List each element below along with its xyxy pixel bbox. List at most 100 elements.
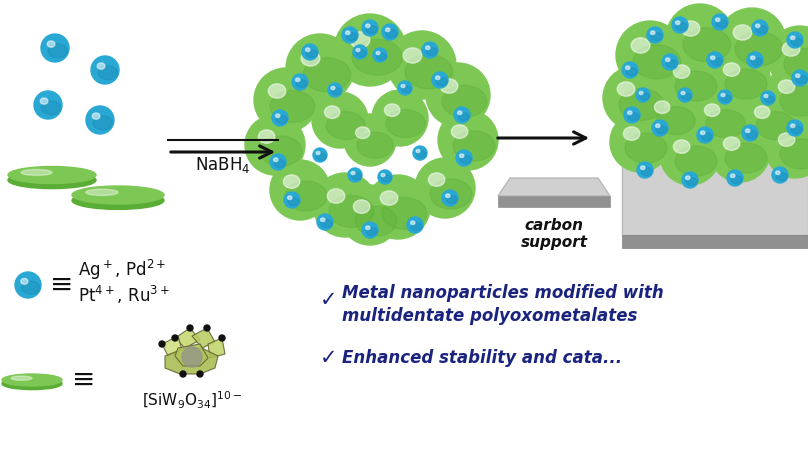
Ellipse shape xyxy=(656,126,667,134)
Text: ≡: ≡ xyxy=(72,366,95,394)
Ellipse shape xyxy=(430,179,472,209)
Ellipse shape xyxy=(452,125,468,138)
Circle shape xyxy=(438,110,498,170)
Circle shape xyxy=(292,74,308,90)
Ellipse shape xyxy=(790,36,795,40)
Ellipse shape xyxy=(356,50,366,57)
Ellipse shape xyxy=(625,66,630,70)
Text: [SiW$_9$O$_{34}$]$^{10-}$: [SiW$_9$O$_{34}$]$^{10-}$ xyxy=(142,389,242,410)
Text: ✓: ✓ xyxy=(320,290,338,310)
Circle shape xyxy=(636,88,650,102)
Ellipse shape xyxy=(366,25,377,34)
Ellipse shape xyxy=(654,101,670,113)
Circle shape xyxy=(682,172,698,188)
Ellipse shape xyxy=(356,127,370,139)
Ellipse shape xyxy=(268,84,286,98)
Circle shape xyxy=(622,62,638,78)
Circle shape xyxy=(727,170,743,186)
Polygon shape xyxy=(165,348,218,374)
Ellipse shape xyxy=(681,21,700,36)
Ellipse shape xyxy=(428,173,445,187)
Ellipse shape xyxy=(716,20,727,28)
Ellipse shape xyxy=(442,86,486,117)
Ellipse shape xyxy=(784,48,808,81)
Polygon shape xyxy=(622,235,808,248)
Ellipse shape xyxy=(276,116,287,124)
Ellipse shape xyxy=(655,124,660,127)
Circle shape xyxy=(422,42,438,58)
Circle shape xyxy=(707,52,723,68)
Ellipse shape xyxy=(460,154,464,157)
Ellipse shape xyxy=(327,189,345,203)
Ellipse shape xyxy=(346,33,357,40)
Ellipse shape xyxy=(8,172,96,189)
Ellipse shape xyxy=(386,30,398,38)
Circle shape xyxy=(86,106,114,134)
Circle shape xyxy=(718,90,732,104)
Ellipse shape xyxy=(285,181,327,211)
Ellipse shape xyxy=(656,106,695,135)
Circle shape xyxy=(603,66,667,130)
Circle shape xyxy=(456,150,472,166)
Ellipse shape xyxy=(288,197,299,206)
Ellipse shape xyxy=(681,93,692,100)
Ellipse shape xyxy=(460,156,471,164)
Ellipse shape xyxy=(436,76,440,80)
Ellipse shape xyxy=(86,189,118,196)
Ellipse shape xyxy=(8,167,96,183)
Ellipse shape xyxy=(725,143,767,173)
Text: Pt$^{4+}$, Ru$^{3+}$: Pt$^{4+}$, Ru$^{3+}$ xyxy=(78,284,170,306)
Circle shape xyxy=(362,20,378,36)
Ellipse shape xyxy=(716,18,720,21)
Ellipse shape xyxy=(353,200,370,213)
Ellipse shape xyxy=(791,38,802,46)
Ellipse shape xyxy=(402,86,411,93)
Circle shape xyxy=(647,27,663,43)
Circle shape xyxy=(342,27,358,43)
Ellipse shape xyxy=(321,218,325,222)
Ellipse shape xyxy=(381,191,398,205)
Circle shape xyxy=(666,4,734,72)
Polygon shape xyxy=(498,178,610,196)
Ellipse shape xyxy=(780,86,808,116)
Ellipse shape xyxy=(276,114,280,117)
Text: multidentate polyoxometalates: multidentate polyoxometalates xyxy=(342,307,638,325)
Ellipse shape xyxy=(701,131,705,135)
Circle shape xyxy=(624,107,640,123)
Circle shape xyxy=(317,214,333,230)
Ellipse shape xyxy=(790,124,795,127)
Ellipse shape xyxy=(681,91,685,95)
Circle shape xyxy=(426,63,490,127)
Circle shape xyxy=(660,125,720,185)
Ellipse shape xyxy=(326,111,365,140)
Ellipse shape xyxy=(316,152,320,155)
Ellipse shape xyxy=(746,129,750,132)
Ellipse shape xyxy=(376,51,380,55)
Text: ✓: ✓ xyxy=(320,348,338,368)
Circle shape xyxy=(761,91,775,105)
Ellipse shape xyxy=(381,175,391,182)
Ellipse shape xyxy=(776,171,780,175)
Ellipse shape xyxy=(355,206,397,236)
Ellipse shape xyxy=(72,186,164,204)
Circle shape xyxy=(660,50,720,110)
Ellipse shape xyxy=(21,278,28,284)
Ellipse shape xyxy=(426,46,430,50)
Ellipse shape xyxy=(305,48,310,51)
Ellipse shape xyxy=(2,378,62,389)
Ellipse shape xyxy=(356,49,360,51)
Ellipse shape xyxy=(284,175,300,188)
Circle shape xyxy=(159,341,165,347)
Ellipse shape xyxy=(453,131,495,161)
Ellipse shape xyxy=(22,281,40,294)
Ellipse shape xyxy=(639,91,643,95)
Circle shape xyxy=(344,114,396,166)
Ellipse shape xyxy=(48,44,68,58)
Ellipse shape xyxy=(733,25,751,40)
Ellipse shape xyxy=(2,374,62,386)
Ellipse shape xyxy=(321,220,332,228)
Ellipse shape xyxy=(11,376,32,380)
Circle shape xyxy=(91,56,119,84)
Ellipse shape xyxy=(796,76,807,84)
Circle shape xyxy=(180,371,186,377)
